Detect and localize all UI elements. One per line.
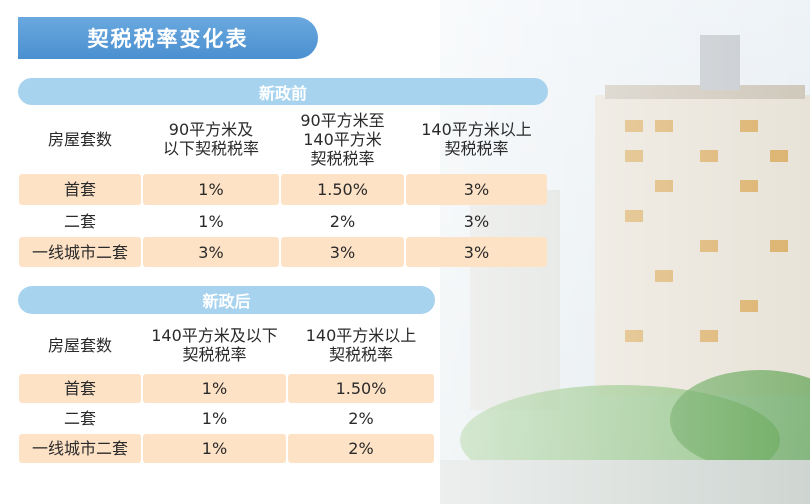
row-label: 一线城市二套 [19, 434, 141, 463]
table-cell: 3% [406, 174, 547, 205]
table-cell: 1.50% [288, 374, 434, 403]
row-label: 首套 [19, 174, 141, 205]
table-cell: 2% [288, 434, 434, 463]
table-cell: 1.50% [281, 174, 404, 205]
table-cell: 1% [143, 174, 279, 205]
table-cell: 1% [143, 374, 286, 403]
table-cell: 3% [463, 211, 490, 231]
table-cell: 3% [143, 237, 279, 267]
section-title: 新政后 [18, 286, 435, 314]
column-header: 房屋套数 [47, 129, 112, 149]
column-header: 房屋套数 [47, 335, 112, 355]
page-title: 契税税率变化表 [18, 17, 318, 59]
table-cell: 2% [329, 211, 356, 231]
table-cell: 1% [201, 409, 228, 428]
table-cell: 2% [348, 409, 374, 428]
row-label: 二套 [63, 409, 96, 428]
column-header: 90平方米及 以下契税税率 [162, 120, 259, 158]
column-header: 90平方米至 140平方米 契税税率 [300, 110, 385, 168]
section-title: 新政前 [18, 78, 548, 105]
row-label: 首套 [19, 374, 141, 403]
table-cell: 3% [406, 237, 547, 267]
column-header: 140平方米以上 契税税率 [421, 120, 532, 158]
table-cell: 3% [281, 237, 404, 267]
table-cell: 1% [143, 434, 286, 463]
column-header: 140平方米以上 契税税率 [305, 326, 417, 364]
column-header: 140平方米及以下 契税税率 [151, 326, 278, 364]
table-cell: 1% [198, 211, 224, 231]
row-label: 一线城市二套 [19, 237, 141, 267]
row-label: 二套 [63, 211, 96, 231]
